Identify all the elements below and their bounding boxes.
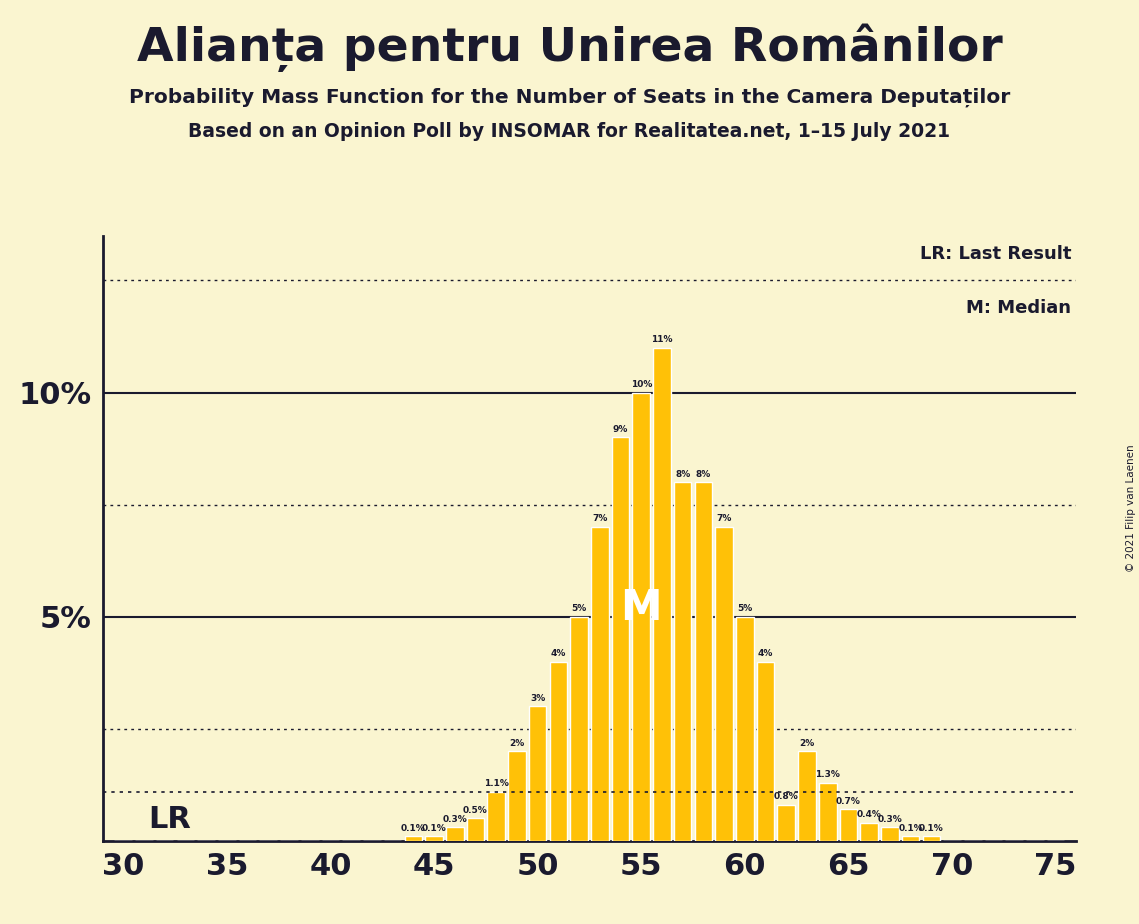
- Text: 4%: 4%: [757, 649, 773, 658]
- Text: 0.1%: 0.1%: [421, 824, 446, 833]
- Text: 0.1%: 0.1%: [899, 824, 923, 833]
- Bar: [695, 482, 712, 841]
- Text: LR: Last Result: LR: Last Result: [920, 245, 1072, 262]
- Text: 8%: 8%: [675, 469, 690, 479]
- Bar: [736, 616, 754, 841]
- Text: LR: LR: [148, 805, 191, 834]
- Text: 0.7%: 0.7%: [836, 796, 861, 806]
- Bar: [798, 751, 816, 841]
- Text: 0.3%: 0.3%: [877, 815, 902, 824]
- Bar: [756, 662, 775, 841]
- Text: M: M: [621, 587, 662, 628]
- Bar: [571, 616, 588, 841]
- Bar: [632, 393, 650, 841]
- Bar: [487, 792, 505, 841]
- Text: 2%: 2%: [800, 738, 814, 748]
- Text: 11%: 11%: [652, 335, 673, 344]
- Bar: [467, 819, 484, 841]
- Bar: [404, 836, 423, 841]
- Bar: [715, 527, 732, 841]
- Text: 5%: 5%: [737, 604, 753, 614]
- Text: 9%: 9%: [613, 425, 629, 433]
- Text: 0.3%: 0.3%: [442, 815, 467, 824]
- Bar: [528, 706, 547, 841]
- Text: 0.4%: 0.4%: [857, 810, 882, 820]
- Text: 0.1%: 0.1%: [919, 824, 944, 833]
- Bar: [819, 783, 836, 841]
- Bar: [425, 836, 443, 841]
- Bar: [446, 827, 464, 841]
- Bar: [674, 482, 691, 841]
- Bar: [902, 836, 919, 841]
- Text: 1.1%: 1.1%: [484, 779, 509, 788]
- Text: M: Median: M: Median: [967, 299, 1072, 317]
- Text: Based on an Opinion Poll by INSOMAR for Realitatea.net, 1–15 July 2021: Based on an Opinion Poll by INSOMAR for …: [188, 122, 951, 141]
- Text: Alianța pentru Unirea Românilor: Alianța pentru Unirea Românilor: [137, 23, 1002, 71]
- Bar: [923, 836, 940, 841]
- Text: © 2021 Filip van Laenen: © 2021 Filip van Laenen: [1126, 444, 1136, 572]
- Text: 4%: 4%: [550, 649, 566, 658]
- Bar: [612, 437, 630, 841]
- Text: 7%: 7%: [592, 515, 607, 523]
- Text: Probability Mass Function for the Number of Seats in the Camera Deputaților: Probability Mass Function for the Number…: [129, 88, 1010, 107]
- Text: 0.1%: 0.1%: [401, 824, 426, 833]
- Text: 10%: 10%: [631, 380, 652, 389]
- Bar: [860, 823, 878, 841]
- Text: 1.3%: 1.3%: [816, 770, 841, 779]
- Text: 5%: 5%: [572, 604, 587, 614]
- Bar: [653, 347, 671, 841]
- Text: 2%: 2%: [509, 738, 525, 748]
- Text: 7%: 7%: [716, 515, 731, 523]
- Bar: [549, 662, 567, 841]
- Text: 0.5%: 0.5%: [464, 806, 487, 815]
- Bar: [591, 527, 608, 841]
- Bar: [778, 805, 795, 841]
- Text: 0.8%: 0.8%: [773, 793, 798, 801]
- Bar: [882, 827, 899, 841]
- Bar: [839, 809, 858, 841]
- Text: 3%: 3%: [530, 694, 546, 703]
- Text: 8%: 8%: [696, 469, 711, 479]
- Bar: [508, 751, 526, 841]
